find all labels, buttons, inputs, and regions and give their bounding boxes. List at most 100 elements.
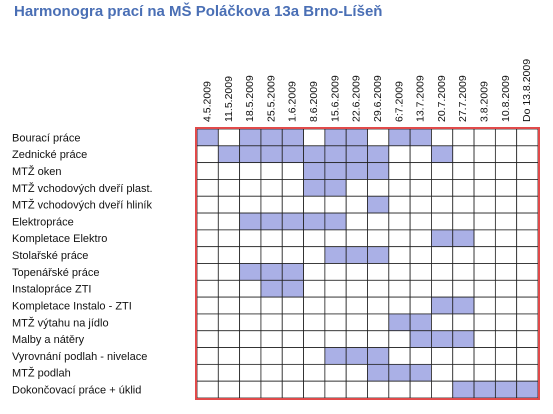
cell <box>409 313 432 332</box>
cell <box>239 128 262 147</box>
column-header: 22.6.2009 <box>351 75 363 122</box>
cell <box>431 229 454 248</box>
cell <box>281 246 304 264</box>
cell <box>217 279 241 298</box>
column-header: 25.5.2009 <box>265 75 277 122</box>
cell <box>239 313 262 332</box>
cell <box>196 246 219 264</box>
cell <box>494 313 518 332</box>
cell <box>367 179 390 197</box>
cell <box>303 330 326 348</box>
cell <box>516 313 539 332</box>
cell <box>409 263 432 281</box>
cell <box>473 296 496 315</box>
cell <box>388 380 411 399</box>
cell <box>281 229 304 248</box>
cell <box>345 296 368 315</box>
cell <box>239 330 262 348</box>
cell <box>516 162 539 180</box>
cell <box>388 229 411 248</box>
column-header: 29.6.2009 <box>372 75 384 122</box>
cell <box>260 279 283 298</box>
cell <box>196 128 219 147</box>
cell <box>473 347 496 365</box>
cell <box>324 246 347 264</box>
cell <box>281 263 304 281</box>
cell <box>473 263 496 281</box>
cell <box>260 330 283 348</box>
cell <box>388 162 411 180</box>
cell <box>388 128 411 147</box>
cell <box>217 162 241 180</box>
cell <box>196 195 219 214</box>
cell <box>431 179 454 197</box>
cell <box>239 195 262 214</box>
column-header: 20.7.2009 <box>436 75 448 122</box>
cell <box>303 380 326 399</box>
cell <box>260 195 283 214</box>
cell <box>217 229 241 248</box>
cell <box>260 229 283 248</box>
cell <box>409 212 432 231</box>
row-label: MTŽ podlah <box>12 367 71 380</box>
cell <box>196 229 219 248</box>
cell <box>409 330 432 348</box>
cell <box>281 313 304 332</box>
cell <box>431 363 454 382</box>
cell <box>473 179 496 197</box>
cell <box>217 179 241 197</box>
cell <box>217 128 241 147</box>
cell <box>367 363 390 382</box>
row-label: Zednické práce <box>12 149 87 161</box>
cell <box>473 380 496 399</box>
cell <box>367 229 390 248</box>
cell <box>217 330 241 348</box>
cell <box>196 179 219 197</box>
cell <box>260 363 283 382</box>
cell <box>388 347 411 365</box>
cell <box>367 128 390 147</box>
cell <box>494 347 518 365</box>
cell <box>388 145 411 164</box>
column-header: 1.6.2009 <box>287 81 299 122</box>
cell <box>281 380 304 399</box>
cell <box>516 212 539 231</box>
cell <box>303 313 326 332</box>
cell <box>452 313 475 332</box>
cell <box>494 229 518 248</box>
cell <box>452 212 475 231</box>
cell <box>494 145 518 164</box>
cell <box>196 145 219 164</box>
cell <box>260 347 283 365</box>
column-header: 13.7.2009 <box>415 75 427 122</box>
cell <box>409 162 432 180</box>
cell <box>452 296 475 315</box>
column-header: 27.7.2009 <box>457 75 469 122</box>
cell <box>196 363 219 382</box>
cell <box>281 128 304 147</box>
cell <box>516 246 539 264</box>
cell <box>473 246 496 264</box>
cell <box>260 162 283 180</box>
cell <box>473 145 496 164</box>
cell <box>516 195 539 214</box>
cell <box>388 263 411 281</box>
cell <box>303 363 326 382</box>
cell <box>452 179 475 197</box>
cell <box>345 162 368 180</box>
row-label: Stolařské práce <box>12 250 88 262</box>
cell <box>217 363 241 382</box>
cell <box>409 279 432 298</box>
cell <box>281 330 304 348</box>
cell <box>516 279 539 298</box>
cell <box>473 212 496 231</box>
cell <box>239 179 262 197</box>
cell <box>431 212 454 231</box>
cell <box>367 296 390 315</box>
cell <box>345 263 368 281</box>
cell <box>367 380 390 399</box>
cell <box>239 145 262 164</box>
cell <box>345 179 368 197</box>
cell <box>324 145 347 164</box>
cell <box>473 313 496 332</box>
